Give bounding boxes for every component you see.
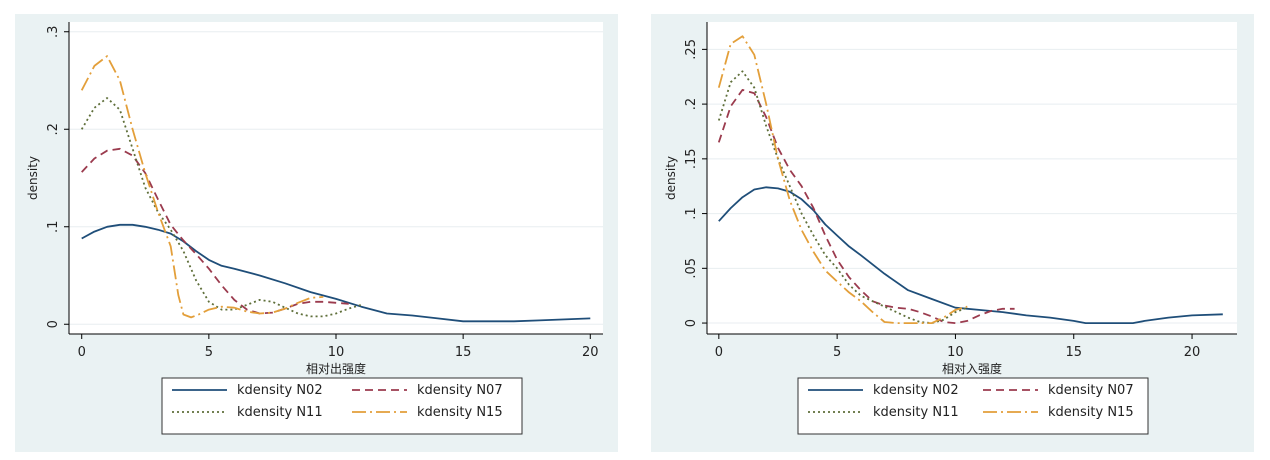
x-tick-label: 10 <box>947 345 964 360</box>
x-axis-title: 相对入强度 <box>942 361 1002 376</box>
plot-area <box>707 22 1237 334</box>
y-tick-label: .2 <box>684 98 699 110</box>
chart-right-svg: 0 5 10 15 20 0 .05 .1 .15 .2 .25 相对入强度 density kde… <box>664 22 1237 435</box>
y-tick-label: .1 <box>684 207 699 219</box>
series-line-kdensity-n02 <box>81 223 591 323</box>
legend: kdensity N02 kdensity N07 kdensity N11 kden… <box>797 377 1149 435</box>
grid-lines <box>69 31 603 325</box>
series-line-kdensity-n02 <box>718 186 1223 325</box>
legend-label: kdensity N15 <box>417 405 503 420</box>
series-lines <box>80 55 591 323</box>
series-lines <box>717 35 1223 325</box>
y-tick-label: .3 <box>46 26 61 38</box>
y-tick-label: .25 <box>684 39 699 60</box>
x-tick-label: 0 <box>78 345 86 360</box>
x-tick-label: 20 <box>582 345 599 360</box>
tick-labels: 0 5 10 15 20 0 .05 .1 .15 .2 .25 <box>684 39 1200 360</box>
legend-box <box>797 377 1149 435</box>
x-tick-label: 0 <box>715 345 723 360</box>
y-tick-label: 0 <box>46 320 61 328</box>
x-tick-label: 15 <box>455 345 472 360</box>
series-line-kdensity-n11 <box>717 70 968 325</box>
legend: kdensity N02 kdensity N07 kdensity N11 kden… <box>161 377 523 435</box>
legend-label: kdensity N11 <box>237 405 323 420</box>
chart-left-svg: 0 5 10 15 20 0 .1 .2 .3 相对出强度 density kdensity N… <box>26 22 603 435</box>
series-line-kdensity-n07 <box>81 147 349 315</box>
grid-lines <box>707 48 1237 324</box>
axes <box>702 22 1237 339</box>
legend-label: kdensity N07 <box>417 383 503 398</box>
y-tick-label: .2 <box>46 123 61 135</box>
series-line-kdensity-n11 <box>80 97 362 318</box>
tick-labels: 0 5 10 15 20 0 .1 .2 .3 <box>46 26 599 360</box>
series-line-kdensity-n15 <box>717 35 968 325</box>
x-tick-label: 5 <box>833 345 841 360</box>
chart-panel-right: 0 5 10 15 20 0 .05 .1 .15 .2 .25 相对入强度 density kde… <box>651 14 1254 452</box>
x-tick-label: 10 <box>328 345 345 360</box>
x-tick-label: 5 <box>205 345 213 360</box>
x-tick-label: 15 <box>1065 345 1082 360</box>
y-tick-label: .1 <box>46 221 61 233</box>
y-tick-label: 0 <box>684 319 699 327</box>
chart-panel-left: 0 5 10 15 20 0 .1 .2 .3 相对出强度 density kdensity N… <box>15 14 618 452</box>
y-axis-title: density <box>664 156 678 200</box>
y-axis-title: density <box>26 156 40 200</box>
x-axis-title: 相对出强度 <box>306 361 366 376</box>
series-line-kdensity-n15 <box>80 55 324 319</box>
legend-label: kdensity N02 <box>873 383 959 398</box>
legend-label: kdensity N02 <box>237 383 323 398</box>
legend-label: kdensity N11 <box>873 405 959 420</box>
legend-label: kdensity N07 <box>1048 383 1134 398</box>
legend-label: kdensity N15 <box>1048 405 1134 420</box>
x-tick-label: 20 <box>1184 345 1201 360</box>
series-line-kdensity-n07 <box>717 89 1015 325</box>
legend-box <box>161 377 523 435</box>
y-tick-label: .15 <box>684 148 699 169</box>
plot-area <box>69 22 603 334</box>
y-tick-label: .05 <box>684 258 699 279</box>
axes <box>64 22 603 339</box>
